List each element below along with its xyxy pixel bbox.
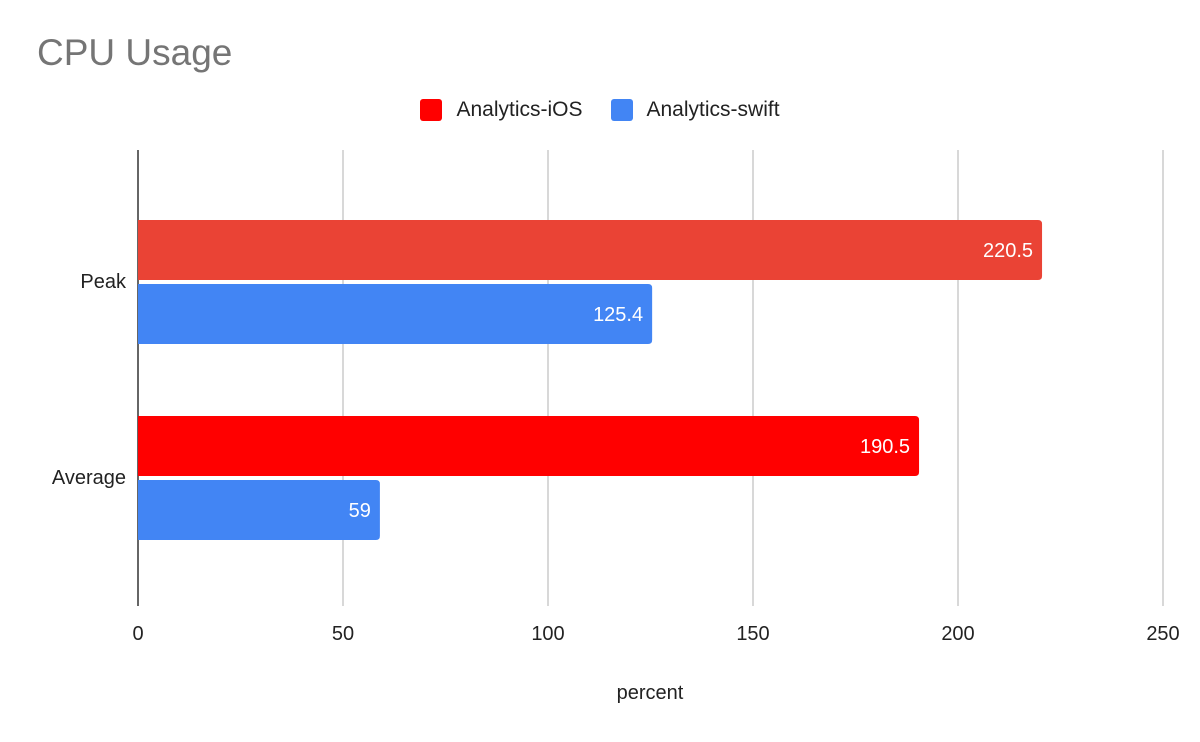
data-label: 59 — [349, 500, 371, 522]
x-tick-label: 100 — [531, 623, 564, 645]
x-axis-title: percent — [617, 682, 684, 704]
bar-analytics-ios-peak — [138, 220, 1043, 280]
x-tick-label: 0 — [132, 623, 143, 645]
y-category-label: Peak — [80, 271, 127, 293]
chart-title: CPU Usage — [37, 32, 233, 73]
x-tick-label: 250 — [1146, 623, 1179, 645]
data-label: 125.4 — [593, 304, 643, 326]
bar-analytics-swift-average — [138, 480, 380, 540]
data-label: 190.5 — [860, 436, 910, 458]
legend: Analytics-iOS Analytics-swift — [0, 98, 1200, 122]
y-category-label: Average — [52, 467, 126, 489]
legend-label: Analytics-swift — [646, 98, 780, 121]
legend-swatch — [610, 99, 633, 121]
x-tick-label: 200 — [941, 623, 974, 645]
legend-item-analytics-swift: Analytics-swift — [610, 98, 780, 122]
bar-analytics-swift-peak — [138, 284, 653, 344]
legend-swatch — [420, 99, 443, 121]
legend-item-analytics-ios: Analytics-iOS — [420, 98, 583, 122]
bar-analytics-ios-average — [138, 416, 920, 476]
x-tick-label: 150 — [736, 623, 769, 645]
x-tick-label: 50 — [332, 623, 354, 645]
data-label: 220.5 — [983, 240, 1033, 262]
legend-label: Analytics-iOS — [456, 98, 583, 121]
